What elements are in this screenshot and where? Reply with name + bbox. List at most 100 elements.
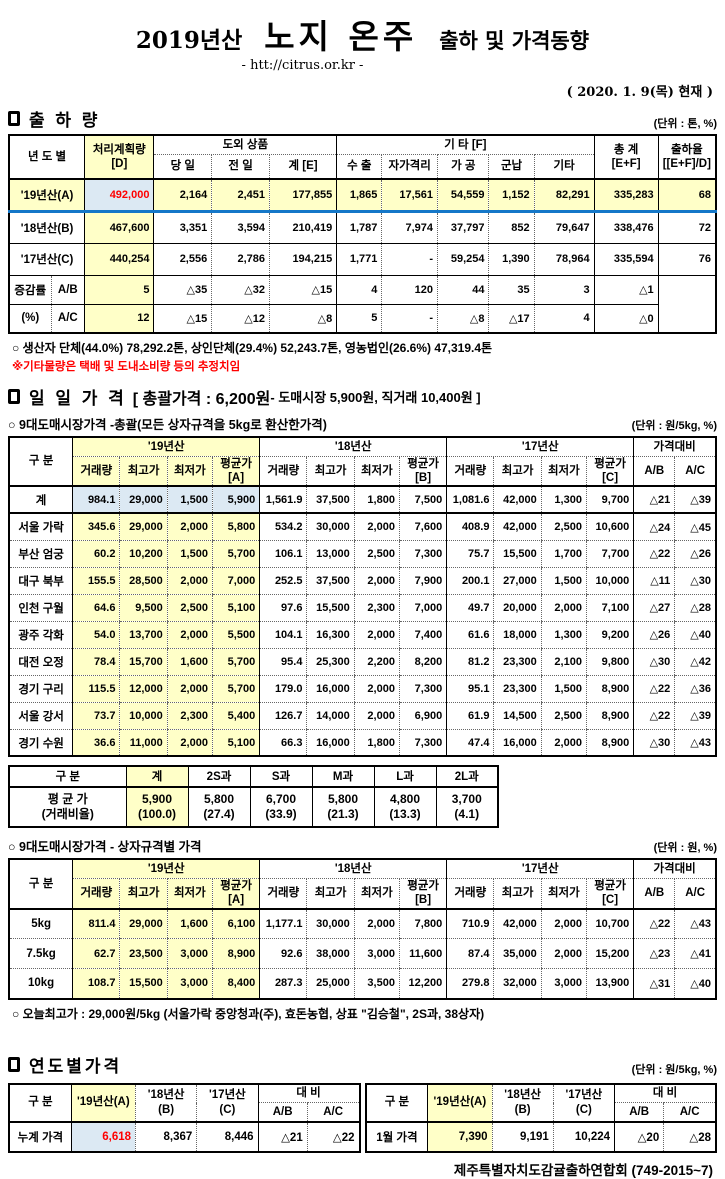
cell: 7,300 [398, 540, 447, 568]
col-group-2019: '19년산 [72, 437, 260, 457]
col-header-avg-c: 평균가[C] [585, 878, 634, 909]
cell: 2,100 [540, 648, 587, 676]
report-title-block: 2019년산 노지 온주 출하 및 가격동향 - htt://citrus.or.k… [8, 10, 717, 73]
col-header-ac: A/C [674, 456, 716, 487]
cell: 49.7 [446, 594, 494, 622]
row-label: A/B [50, 275, 85, 305]
row-label: 대전 오정 [8, 648, 73, 676]
cell: 3,000 [353, 938, 400, 969]
col-header-high: 최고가 [306, 456, 355, 487]
col-header-low: 최저가 [166, 456, 213, 487]
cell: △0 [593, 303, 659, 333]
title-year: 2019년산 [135, 27, 243, 54]
col-header-avg-b: 평균가[B] [398, 456, 447, 487]
daily-overall-price: [ 총괄가격 : 6,200원 [132, 390, 271, 408]
cell: 3,351 [153, 211, 212, 244]
cell: 179.0 [259, 675, 307, 703]
cell: 35,000 [493, 938, 542, 969]
col-header-volume: 거래량 [72, 456, 120, 487]
yearly-january-table: 구 분 '19년산(A) '18년산(B) '17년산(C) 대 비 A/B A… [364, 1082, 717, 1153]
col-header-l: L과 [373, 766, 436, 788]
cell: △40 [674, 621, 716, 649]
cell: 12,000 [119, 675, 168, 703]
row-label: '18년산(B) [8, 211, 85, 244]
yearly-tables: 구 분 '19년산(A) '18년산(B) '17년산(C) 대 비 A/B A… [8, 1080, 717, 1153]
cell: 5 [84, 275, 154, 305]
cell: △28 [674, 594, 716, 622]
square-bullet-icon [8, 1056, 20, 1072]
col-header-2017c: '17년산(C) [196, 1083, 259, 1122]
table-row: 누계 가격 6,618 8,367 8,446 △21 △22 [8, 1121, 360, 1152]
cell: 14,000 [306, 702, 355, 730]
col-header-label: 구 분 [8, 766, 126, 788]
cell: 15,500 [306, 594, 355, 622]
cell: 5,700 [211, 648, 260, 676]
producer-note: ○ 생산자 단체(44.0%) 78,292.2톤, 상인단체(29.4%) 5… [12, 341, 493, 355]
cell: 7,900 [398, 567, 447, 595]
cell: 1,800 [353, 729, 400, 757]
col-header-sum-e: 계 [E] [268, 154, 337, 179]
cell: 97.6 [259, 594, 307, 622]
cell: 210,419 [268, 211, 337, 244]
cell: △45 [674, 513, 716, 541]
col-header-2s: 2S과 [187, 766, 250, 788]
cell: 25,000 [306, 968, 355, 999]
cell: 13,700 [119, 621, 168, 649]
shipment-table: 년 도 별 처리계획량 [D] 도외 상품 기 타 [F] 총 계 [E+F] … [8, 134, 717, 334]
cell: △1 [593, 275, 659, 305]
cell: 4 [336, 275, 382, 305]
cell: 7,300 [398, 675, 447, 703]
cell: 467,600 [84, 211, 154, 244]
col-group-compare: 가격대비 [633, 437, 716, 457]
row-label: 10kg [8, 968, 73, 999]
table-row: 경기 수원 36.6 11,000 2,000 5,100 66.3 16,000 1,800… [8, 729, 716, 757]
col-group-off-island: 도외 상품 [153, 135, 337, 155]
col-group-2018: '18년산 [259, 859, 447, 879]
cell: 1,865 [336, 179, 382, 213]
cell: 1,771 [336, 243, 382, 276]
daily-overall-price-detail: - 도매시장 5,900원, 직거래 10,400원 ] [270, 390, 481, 405]
market-price-table-body: 계 984.1 29,000 1,500 5,900 1,561.9 37,500 1,800… [8, 486, 716, 757]
cell: △22 [633, 675, 675, 703]
cell: 79,647 [533, 211, 595, 244]
page-title: 노지 온주 [264, 17, 418, 56]
col-header-ac: A/C [674, 878, 716, 909]
cell: 7,100 [585, 594, 634, 622]
row-label: 부산 엄궁 [8, 540, 73, 568]
cell: 7,600 [398, 513, 447, 541]
cell: 13,000 [306, 540, 355, 568]
cell: 8,900 [585, 675, 634, 703]
cell: 1,152 [488, 179, 535, 213]
cell: 6,700 (33.9) [249, 787, 312, 828]
cell: 2,000 [353, 702, 400, 730]
row-label: 광주 각화 [8, 621, 73, 649]
cell: 30,000 [306, 513, 355, 541]
row-label: A/C [50, 303, 85, 333]
row-label: '19년산(A) [8, 179, 85, 213]
cell: 76 [657, 243, 716, 276]
cell: 3 [533, 275, 595, 305]
cell: △36 [674, 675, 716, 703]
cell: 7,000 [398, 594, 447, 622]
col-header-2017c: '17년산(C) [552, 1083, 615, 1122]
table-row: '19년산(A) 492,000 2,164 2,451 177,855 1,865 17,… [8, 179, 716, 213]
col-header-quarantine: 자가격리 [381, 154, 438, 179]
col-header-avg-c: 평균가[C] [585, 456, 634, 487]
cell: △31 [633, 968, 675, 999]
cell: 1,177.1 [259, 908, 307, 939]
as-of-date: ( 2020. 1. 9(목) 현재 ) [566, 85, 713, 100]
cell: 44 [437, 275, 489, 305]
cell: 95.1 [446, 675, 494, 703]
cell: 1,600 [166, 648, 213, 676]
col-header-rate: 출하율 [[E+F]/D] [657, 135, 716, 180]
col-header-2018b: '18년산(B) [135, 1083, 197, 1122]
cell: 2,786 [211, 243, 270, 276]
cell: 335,594 [593, 243, 659, 276]
box-size-subhead: ○ 9대도매시장가격 - 상자규격별 가격 (단위 : 원, %) [8, 836, 717, 855]
cell: 8,900 [211, 938, 260, 969]
box-size-table-body: 5kg 811.4 29,000 1,600 6,100 1,177.1 30,000 2,0… [8, 908, 716, 999]
cell: 37,797 [437, 211, 489, 244]
cell: 23,300 [493, 675, 542, 703]
cell: 2,500 [540, 513, 587, 541]
